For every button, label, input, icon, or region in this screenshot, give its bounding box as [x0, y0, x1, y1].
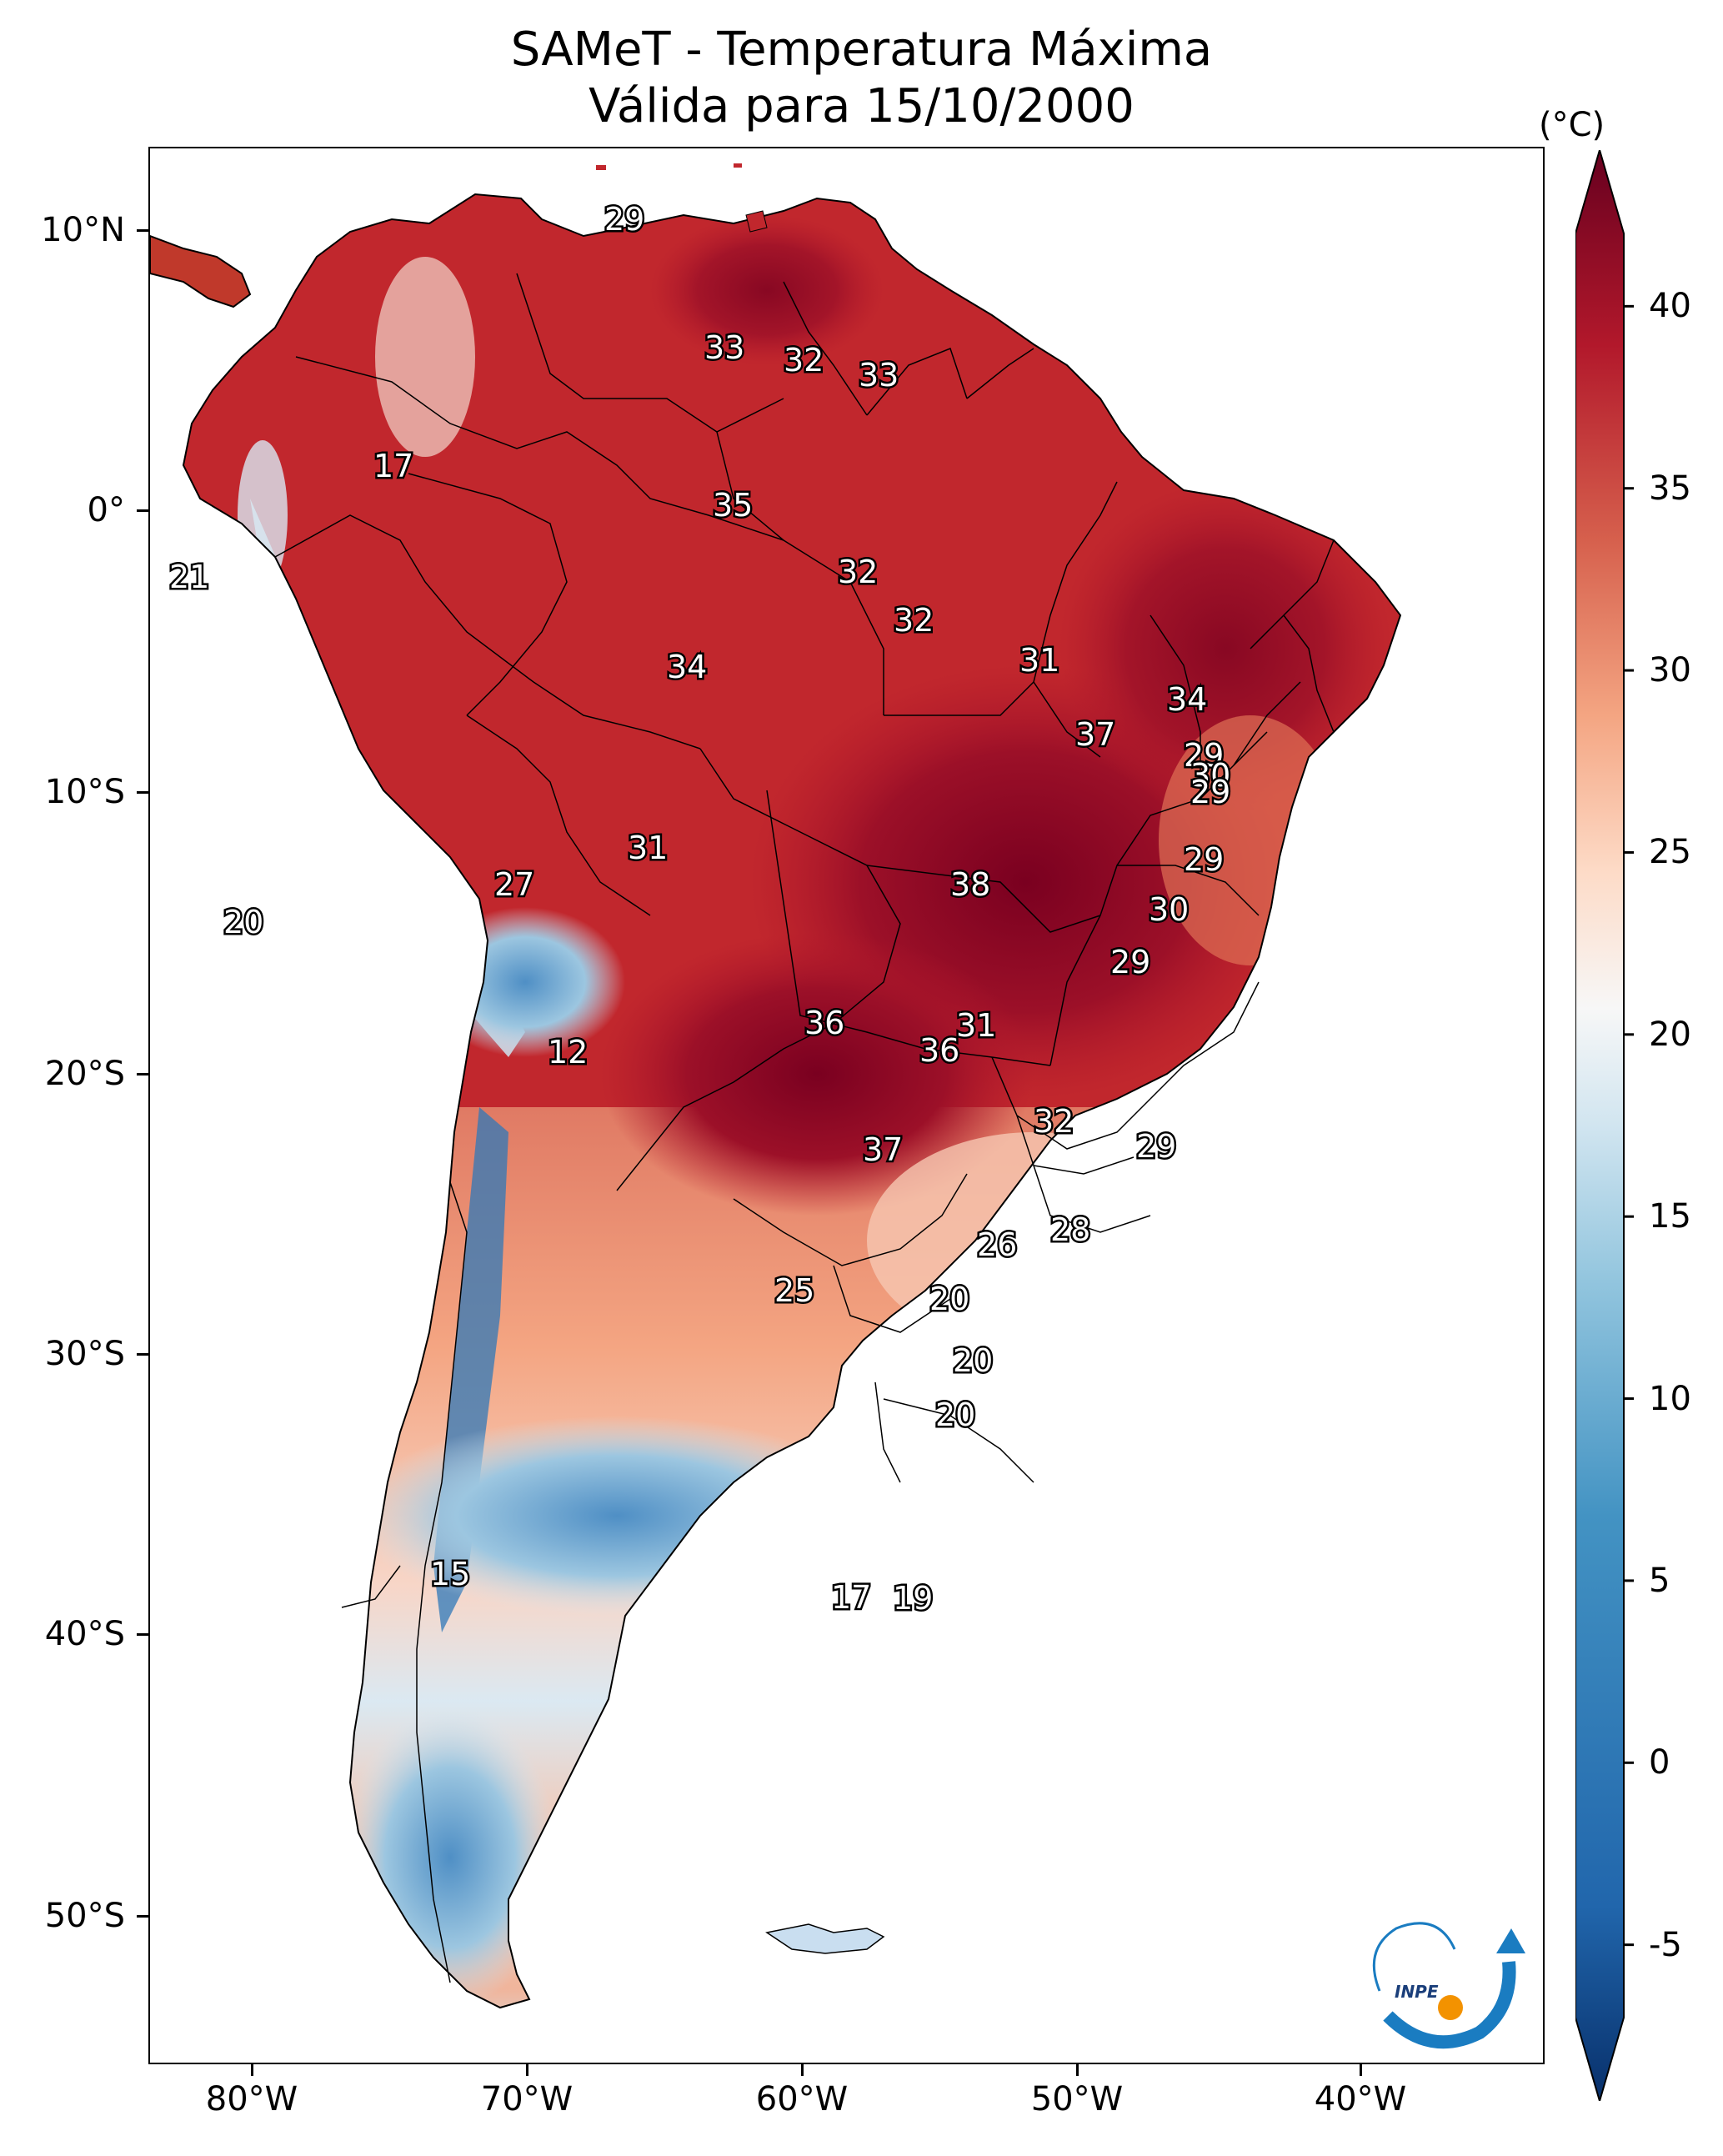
longitude-tick	[526, 2064, 528, 2076]
temperature-value-label: 37	[863, 1131, 903, 1168]
longitude-label: 60°W	[755, 2080, 849, 2118]
temperature-value-label: 30	[1190, 757, 1230, 794]
temperature-value-label: 19	[893, 1580, 933, 1617]
colorbar-tick-label: -5	[1649, 1925, 1682, 1964]
colorbar-tick-label: 35	[1649, 469, 1691, 508]
temperature-value-label: 20	[223, 904, 263, 940]
colorbar-tick-label: 5	[1649, 1561, 1670, 1600]
temperature-value-label: 21	[169, 559, 209, 595]
temperature-value-label: 32	[784, 342, 824, 379]
temperature-value-label: 30	[1149, 891, 1189, 928]
latitude-tick	[137, 1915, 148, 1918]
temperature-value-label: 38	[950, 866, 990, 903]
colorbar-tick-label: 25	[1649, 833, 1691, 872]
temperature-value-label: 29	[1184, 737, 1224, 774]
temperature-value-label: 25	[774, 1272, 814, 1309]
temperature-value-label: 32	[838, 554, 878, 590]
latitude-label: 40°S	[44, 1615, 125, 1653]
temperature-value-label: 20	[929, 1281, 969, 1317]
colorbar-tick-label: 20	[1649, 1015, 1691, 1054]
colorbar	[1575, 150, 1634, 2101]
temperature-value-label: 28	[1050, 1211, 1090, 1248]
inpe-logo: INPE	[1372, 1922, 1525, 2049]
temperature-value-label: 32	[1034, 1103, 1074, 1140]
temperature-value-label: 35	[713, 487, 753, 524]
temperature-value-label: 33	[704, 329, 744, 366]
colorbar-tick-label: 40	[1649, 287, 1691, 326]
temperature-value-label: 34	[667, 649, 707, 685]
latitude-tick	[137, 1633, 148, 1636]
latitude-label: 30°S	[44, 1335, 125, 1373]
colorbar-tick-label: 10	[1649, 1379, 1691, 1418]
temperature-field	[183, 194, 1400, 2008]
central-america-landmass	[150, 236, 250, 307]
temperature-value-label: 15	[430, 1556, 470, 1592]
temperature-value-label: 12	[548, 1034, 588, 1070]
latitude-label: 50°S	[44, 1897, 125, 1935]
temperature-value-label: 29	[1110, 944, 1150, 980]
temperature-value-label: 17	[373, 448, 413, 484]
colorbar-unit: (°C)	[1539, 106, 1605, 144]
longitude-label: 80°W	[205, 2080, 298, 2118]
map-title: SAMeT - Temperatura Máxima	[510, 23, 1213, 77]
longitude-tick	[251, 2064, 253, 2076]
longitude-tick	[801, 2064, 804, 2076]
latitude-tick	[137, 509, 148, 512]
temperature-value-label: 17	[831, 1579, 871, 1616]
longitude-tick	[1360, 2064, 1362, 2076]
temperature-value-label: 36	[919, 1032, 959, 1069]
temperature-value-label: 34	[1167, 681, 1207, 718]
latitude-tick	[137, 791, 148, 794]
temperature-value-label: 29	[604, 201, 644, 238]
longitude-label: 70°W	[480, 2080, 573, 2118]
longitude-label: 40°W	[1314, 2080, 1407, 2118]
temperature-value-label: 29	[1136, 1128, 1176, 1165]
colorbar-tick-label: 15	[1649, 1197, 1691, 1236]
longitude-tick	[1076, 2064, 1079, 2076]
temperature-value-label: 27	[494, 866, 534, 903]
temperature-value-label: 26	[977, 1226, 1017, 1263]
temperature-value-label: 20	[935, 1396, 975, 1433]
temperature-value-label: 20	[953, 1342, 993, 1379]
inpe-logo-text: INPE	[1395, 1982, 1439, 2002]
temperature-value-label: 29	[1190, 774, 1230, 810]
map-frame: 29 33 32 33 17 35 21 32 32 34 31 34 37 29 30 29 31 27 38 29…	[148, 147, 1545, 2064]
political-borders	[274, 273, 1335, 1983]
temperature-value-label: 31	[1019, 642, 1059, 679]
map-subtitle: Válida para 15/10/2000	[589, 79, 1134, 133]
colorbar-tick-label: 0	[1649, 1743, 1670, 1782]
latitude-label: 10°N	[41, 211, 125, 249]
latitude-label: 0°	[87, 491, 125, 529]
longitude-label: 50°W	[1030, 2080, 1124, 2118]
temperature-value-label: 37	[1075, 716, 1115, 753]
temperature-value-label: 29	[1184, 841, 1224, 878]
temperature-value-label: 31	[628, 830, 668, 866]
latitude-tick	[137, 1073, 148, 1075]
temperature-value-label: 36	[804, 1005, 844, 1041]
falkland-islands	[765, 1923, 885, 1954]
latitude-label: 20°S	[44, 1055, 125, 1093]
latitude-tick	[137, 229, 148, 232]
temperature-value-label: 33	[859, 357, 899, 394]
latitude-tick	[137, 1353, 148, 1356]
colorbar-scale	[1575, 150, 1625, 2101]
colorbar-tick-label: 30	[1649, 651, 1691, 690]
temperature-value-label: 32	[894, 602, 934, 639]
latitude-label: 10°S	[44, 773, 125, 811]
temperature-value-label: 31	[956, 1007, 996, 1044]
